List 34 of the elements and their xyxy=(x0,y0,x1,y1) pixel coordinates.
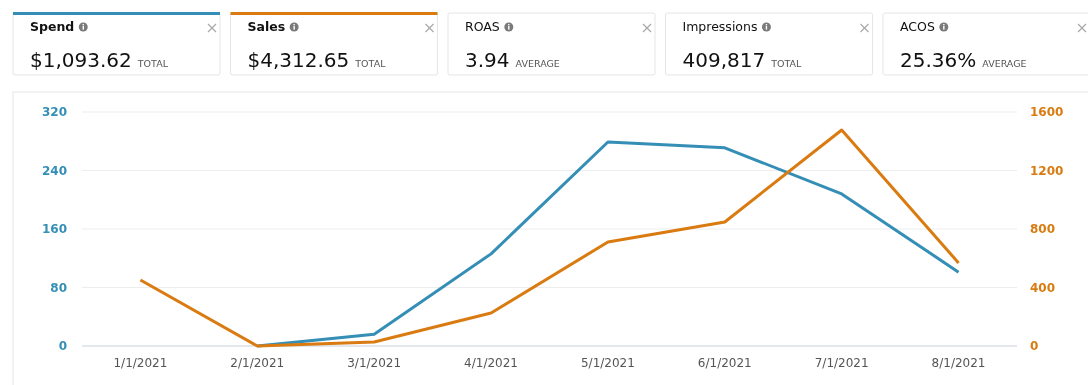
text: TOTAL xyxy=(136,58,169,69)
x-tick-label: 3/1/2021 xyxy=(347,356,402,370)
x-tick-label: 4/1/2021 xyxy=(464,356,519,370)
y-tick-label: 320 xyxy=(41,105,67,120)
y2-tick-label: 0 xyxy=(1030,339,1039,354)
y-tick-label: 80 xyxy=(50,280,67,295)
text: 3.94 xyxy=(465,48,510,72)
text: Impressions xyxy=(682,19,758,34)
text: Spend xyxy=(30,19,75,34)
text: ROAS xyxy=(465,19,500,34)
text: TOTAL xyxy=(354,58,387,69)
text: $1,093.62 xyxy=(30,48,132,72)
x-tick-label: 1/1/2021 xyxy=(113,356,168,370)
text: Sales xyxy=(247,19,286,34)
y-tick-label: 240 xyxy=(41,163,67,178)
text: 25.36% xyxy=(900,48,977,72)
line-series xyxy=(138,128,961,348)
y2-tick-label: 400 xyxy=(1030,280,1056,295)
text: 409,817 xyxy=(682,48,766,72)
y-tick-label: 160 xyxy=(41,222,67,237)
text: TOTAL xyxy=(770,58,803,69)
y2-tick-label: 800 xyxy=(1030,222,1056,237)
text: ACOS xyxy=(900,19,935,34)
text: AVERAGE xyxy=(982,58,1027,69)
text: $4,312.65 xyxy=(247,48,350,72)
y2-tick-label: 1600 xyxy=(1030,105,1064,120)
x-tick-label: 7/1/2021 xyxy=(814,356,869,370)
y2-tick-label: 1200 xyxy=(1030,163,1064,178)
x-tick-label: 5/1/2021 xyxy=(580,356,635,370)
x-tick-label: 8/1/2021 xyxy=(931,356,986,370)
text: AVERAGE xyxy=(515,58,560,69)
y-tick-label: 0 xyxy=(58,339,67,354)
x-tick-label: 6/1/2021 xyxy=(697,356,752,370)
x-tick-label: 2/1/2021 xyxy=(230,356,285,370)
